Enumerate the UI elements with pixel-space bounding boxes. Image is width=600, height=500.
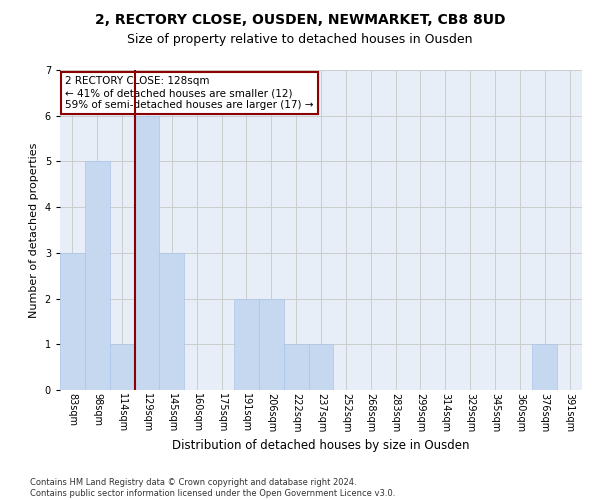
X-axis label: Distribution of detached houses by size in Ousden: Distribution of detached houses by size …	[172, 439, 470, 452]
Text: Size of property relative to detached houses in Ousden: Size of property relative to detached ho…	[127, 32, 473, 46]
Bar	[532, 344, 557, 390]
Bar	[259, 298, 284, 390]
Bar	[308, 344, 334, 390]
Bar	[110, 344, 134, 390]
Bar	[284, 344, 308, 390]
Y-axis label: Number of detached properties: Number of detached properties	[29, 142, 39, 318]
Bar	[160, 253, 184, 390]
Text: 2 RECTORY CLOSE: 128sqm
← 41% of detached houses are smaller (12)
59% of semi-de: 2 RECTORY CLOSE: 128sqm ← 41% of detache…	[65, 76, 314, 110]
Bar	[134, 116, 160, 390]
Bar	[60, 253, 85, 390]
Bar	[85, 162, 110, 390]
Text: Contains HM Land Registry data © Crown copyright and database right 2024.
Contai: Contains HM Land Registry data © Crown c…	[30, 478, 395, 498]
Text: 2, RECTORY CLOSE, OUSDEN, NEWMARKET, CB8 8UD: 2, RECTORY CLOSE, OUSDEN, NEWMARKET, CB8…	[95, 12, 505, 26]
Bar	[234, 298, 259, 390]
